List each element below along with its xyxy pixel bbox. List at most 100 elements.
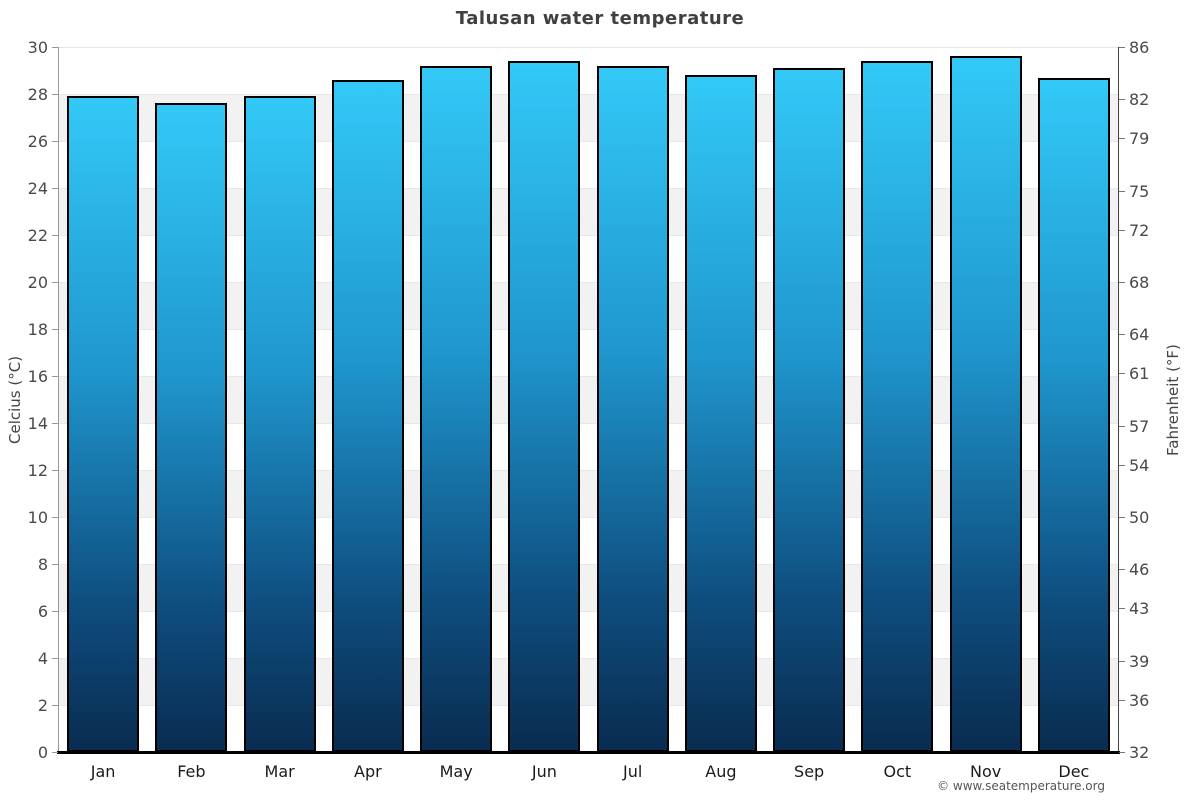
gridline-4c	[59, 658, 1118, 659]
fahrenheit-tick-43: 43	[1129, 599, 1150, 619]
celsius-tickmark-6	[52, 611, 58, 612]
gridline-30c	[59, 47, 1118, 48]
fahrenheit-tickmark-54	[1119, 464, 1125, 466]
celsius-tickmark-2	[52, 705, 58, 706]
fahrenheit-tick-32: 32	[1129, 743, 1150, 762]
gridline-18c	[59, 329, 1118, 330]
month-label-feb: Feb	[177, 762, 206, 781]
bar-jul	[596, 65, 669, 752]
bar-aug	[684, 75, 757, 752]
fahrenheit-tick-57: 57	[1129, 416, 1150, 436]
fahrenheit-tickmark-61	[1119, 373, 1125, 375]
fahrenheit-tick-50: 50	[1129, 508, 1150, 527]
celsius-tick-0: 0	[37, 743, 48, 762]
celsius-tickmark-18	[52, 329, 58, 330]
celsius-tick-26: 26	[27, 132, 48, 151]
bar-sep	[773, 68, 846, 752]
fahrenheit-tick-75: 75	[1129, 181, 1150, 201]
celsius-tick-2: 2	[37, 696, 48, 715]
month-label-aug: Aug	[705, 762, 737, 781]
celsius-tick-14: 14	[27, 414, 48, 433]
bar-jan	[67, 96, 140, 752]
celsius-tickmark-12	[52, 470, 58, 471]
celsius-tick-6: 6	[37, 602, 48, 621]
celsius-tick-22: 22	[27, 226, 48, 245]
gridline-26c	[59, 141, 1118, 142]
celsius-tickmark-20	[52, 282, 58, 283]
fahrenheit-tickmark-68	[1119, 282, 1125, 283]
celsius-tickmark-8	[52, 564, 58, 565]
band-20to18	[59, 282, 1118, 329]
fahrenheit-tickmark-50	[1119, 517, 1125, 518]
bar-jun	[508, 61, 581, 752]
celsius-tickmark-16	[52, 376, 58, 377]
band-8to6	[59, 564, 1118, 611]
fahrenheit-tick-86: 86	[1129, 38, 1150, 57]
gridline-16c	[59, 376, 1118, 377]
celsius-tickmark-22	[52, 235, 58, 236]
fahrenheit-tick-79: 79	[1129, 129, 1150, 149]
month-label-sep: Sep	[794, 762, 825, 781]
fahrenheit-tickmark-79	[1119, 138, 1125, 140]
celsius-tickmark-4	[52, 658, 58, 659]
celsius-tick-10: 10	[27, 508, 48, 527]
fahrenheit-tickmark-32	[1119, 752, 1125, 753]
chart-title: Talusan water temperature	[455, 8, 745, 29]
y-axis-title-celsius: Celcius (°C)	[6, 355, 24, 444]
gridline-10c	[59, 517, 1118, 518]
gridline-2c	[59, 705, 1118, 706]
fahrenheit-tickmark-46	[1119, 569, 1125, 571]
fahrenheit-tick-72: 72	[1129, 220, 1150, 240]
y-axis-title-fahrenheit: Fahrenheit (°F)	[1164, 343, 1182, 456]
fahrenheit-tickmark-86	[1119, 47, 1125, 48]
celsius-tickmark-10	[52, 517, 58, 518]
x-axis-line	[57, 751, 1120, 754]
bar-feb	[155, 103, 228, 752]
month-label-nov: Nov	[970, 762, 1002, 781]
gridline-20c	[59, 282, 1118, 283]
celsius-tick-8: 8	[37, 555, 48, 574]
band-12to10	[59, 470, 1118, 517]
celsius-tickmark-24	[52, 188, 58, 189]
celsius-tickmark-14	[52, 423, 58, 424]
gridline-12c	[59, 470, 1118, 471]
month-label-jul: Jul	[622, 762, 643, 781]
bar-mar	[243, 96, 316, 752]
band-16to14	[59, 376, 1118, 423]
gridline-8c	[59, 564, 1118, 565]
y-axis-line-right	[1118, 47, 1119, 752]
gridline-14c	[59, 423, 1118, 424]
plot-area	[59, 47, 1118, 753]
month-label-dec: Dec	[1058, 762, 1090, 781]
celsius-tickmark-0	[52, 752, 58, 753]
celsius-tick-28: 28	[27, 85, 48, 104]
celsius-tick-18: 18	[27, 320, 48, 339]
fahrenheit-tickmark-72	[1119, 229, 1125, 231]
y-axis-line-left	[58, 47, 59, 752]
celsius-tickmark-26	[52, 141, 58, 142]
band-28to26	[59, 94, 1118, 141]
gridline-6c	[59, 611, 1118, 612]
gridline-28c	[59, 94, 1118, 95]
fahrenheit-tickmark-36	[1119, 699, 1125, 701]
bar-nov	[949, 56, 1022, 752]
fahrenheit-tick-54: 54	[1129, 455, 1150, 475]
fahrenheit-tickmark-43	[1119, 608, 1125, 610]
fahrenheit-tick-64: 64	[1129, 325, 1150, 345]
month-label-jun: Jun	[531, 762, 557, 781]
fahrenheit-tick-82: 82	[1129, 90, 1150, 110]
celsius-tick-4: 4	[37, 649, 48, 668]
fahrenheit-tick-39: 39	[1129, 651, 1150, 671]
fahrenheit-tick-68: 68	[1129, 273, 1150, 292]
gridline-24c	[59, 188, 1118, 189]
bar-apr	[331, 79, 404, 752]
celsius-tickmark-30	[52, 47, 58, 48]
month-label-apr: Apr	[354, 762, 382, 781]
month-label-may: May	[439, 762, 473, 781]
month-label-mar: Mar	[264, 762, 295, 781]
bar-oct	[861, 61, 934, 752]
bar-dec	[1037, 77, 1110, 752]
band-4to2	[59, 658, 1118, 705]
fahrenheit-tickmark-57	[1119, 425, 1125, 427]
